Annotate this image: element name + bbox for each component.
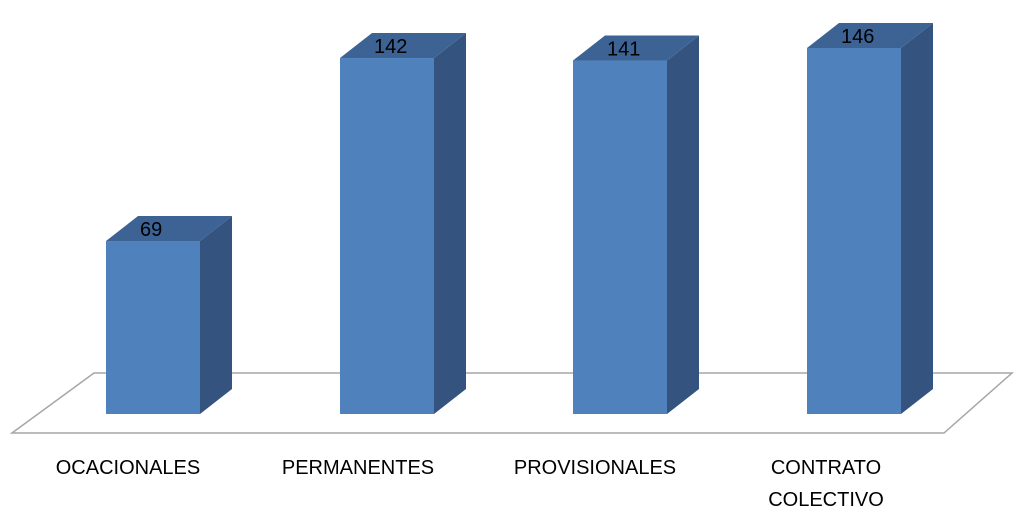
bars-layer xyxy=(106,23,933,415)
category-label-line: PERMANENTES xyxy=(282,457,434,479)
bar-side xyxy=(434,33,466,414)
bar xyxy=(573,35,699,415)
bar-front xyxy=(807,48,901,414)
data-label: 142 xyxy=(374,36,407,58)
category-label: PERMANENTES xyxy=(282,457,434,479)
data-label: 69 xyxy=(140,219,162,241)
bar-side xyxy=(901,23,933,414)
category-label-line: CONTRATO xyxy=(771,457,881,479)
bar-front xyxy=(573,60,667,415)
bar-side xyxy=(667,35,699,415)
bar-front xyxy=(340,58,434,414)
category-label: PROVISIONALES xyxy=(514,457,676,479)
bar-top xyxy=(106,216,232,242)
bar-front xyxy=(106,241,200,414)
bar xyxy=(106,216,232,414)
category-label: OCACIONALES xyxy=(56,457,200,479)
chart-floor xyxy=(9,372,1014,434)
data-label: 146 xyxy=(841,26,874,48)
bar xyxy=(340,33,466,414)
bar-top xyxy=(573,35,699,61)
category-label-line: PROVISIONALES xyxy=(514,457,676,479)
bar-side xyxy=(200,216,232,414)
bar-top xyxy=(340,33,466,59)
value-labels-layer: 69 142 141 146 xyxy=(140,26,874,241)
category-labels-layer: OCACIONALES PERMANENTES PROVISIONALES CONTR… xyxy=(56,457,884,510)
bar xyxy=(807,23,933,414)
data-label: 141 xyxy=(607,39,640,61)
category-label-line: COLECTIVO xyxy=(768,489,884,510)
bar-top xyxy=(807,23,933,48)
category-label: CONTRATO COLECTIVO xyxy=(768,457,884,510)
category-label-line: OCACIONALES xyxy=(56,457,200,479)
